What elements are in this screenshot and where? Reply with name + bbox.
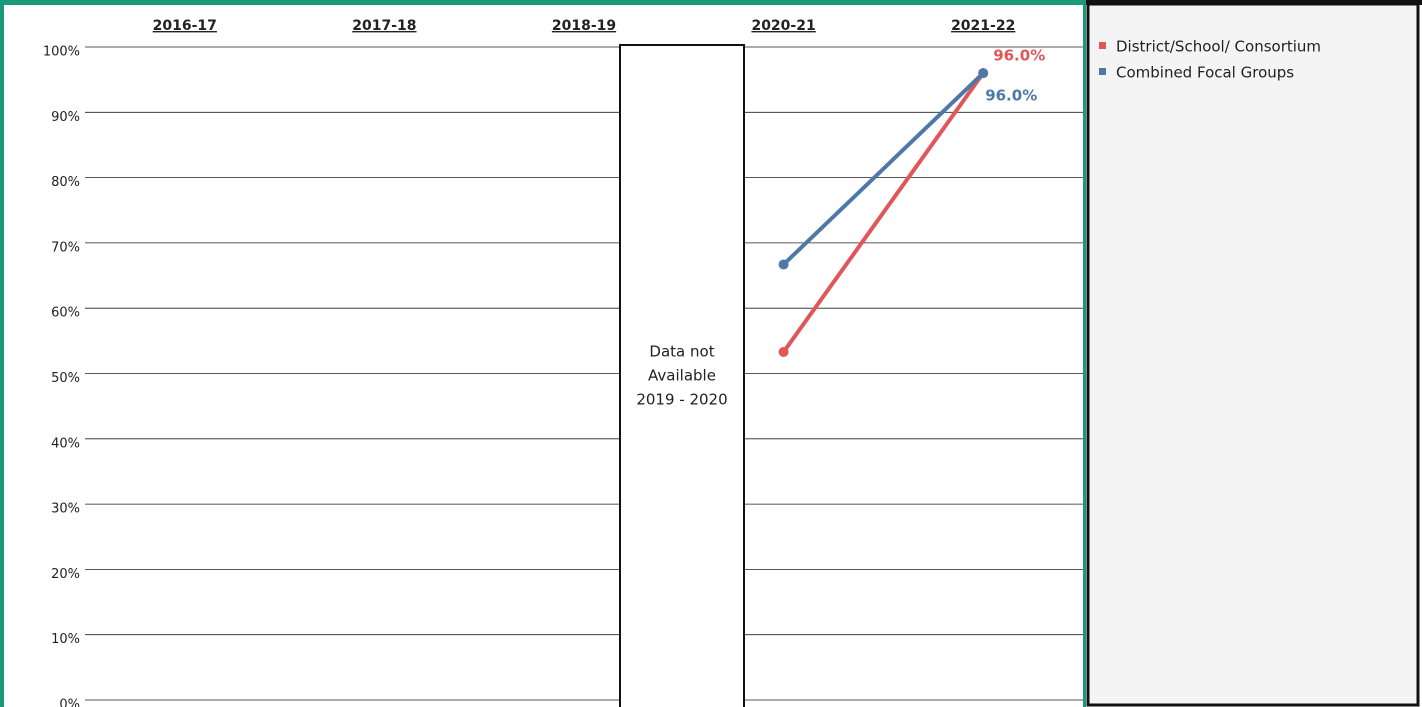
frame-top-right <box>1086 0 1422 5</box>
x-category-label: 2020-21 <box>751 18 815 34</box>
plot: 96.0% 96.0% <box>778 47 1045 357</box>
y-tick-label: 70% <box>51 240 80 255</box>
series-line <box>782 71 985 266</box>
legend-label: District/School/ Consortium <box>1116 38 1321 56</box>
x-category-label: 2016-17 <box>153 18 217 34</box>
y-tick-label: 90% <box>51 110 80 125</box>
annotation: Available <box>648 367 716 385</box>
grid <box>85 46 1083 701</box>
data-point <box>778 259 789 270</box>
legend-label: Combined Focal Groups <box>1116 64 1294 82</box>
frame-right <box>1083 0 1086 707</box>
annotation: 2019 - 2020 <box>636 391 727 409</box>
frame-top <box>0 0 1086 5</box>
gap-box <box>619 44 745 707</box>
y-tick-label: 10% <box>51 632 80 647</box>
chart-background <box>0 0 1086 707</box>
y-tick-label: 50% <box>51 371 80 386</box>
legend-swatch <box>1099 42 1106 49</box>
y-tick-label: 80% <box>51 175 80 190</box>
y-tick-label: 30% <box>51 502 80 517</box>
y-tick-label: 100% <box>43 45 80 60</box>
x-category-label: 2021-22 <box>951 18 1015 34</box>
series-line <box>781 71 985 354</box>
frame-left <box>0 0 4 707</box>
legend-panel <box>1086 2 1420 707</box>
data-point <box>978 68 989 79</box>
data-point <box>778 346 789 357</box>
y-tick-label: 60% <box>51 306 80 321</box>
annotation: Data not <box>649 343 714 361</box>
x-category-label: 2017-18 <box>352 18 416 34</box>
y-tick-label: 20% <box>51 567 80 582</box>
y-tick-label: 0% <box>59 698 80 707</box>
data-label: 96.0% <box>993 47 1045 65</box>
y-tick-label: 40% <box>51 436 80 451</box>
data-label: 96.0% <box>985 87 1037 105</box>
x-category-label: 2018-19 <box>552 18 616 34</box>
legend-swatch <box>1099 68 1106 75</box>
